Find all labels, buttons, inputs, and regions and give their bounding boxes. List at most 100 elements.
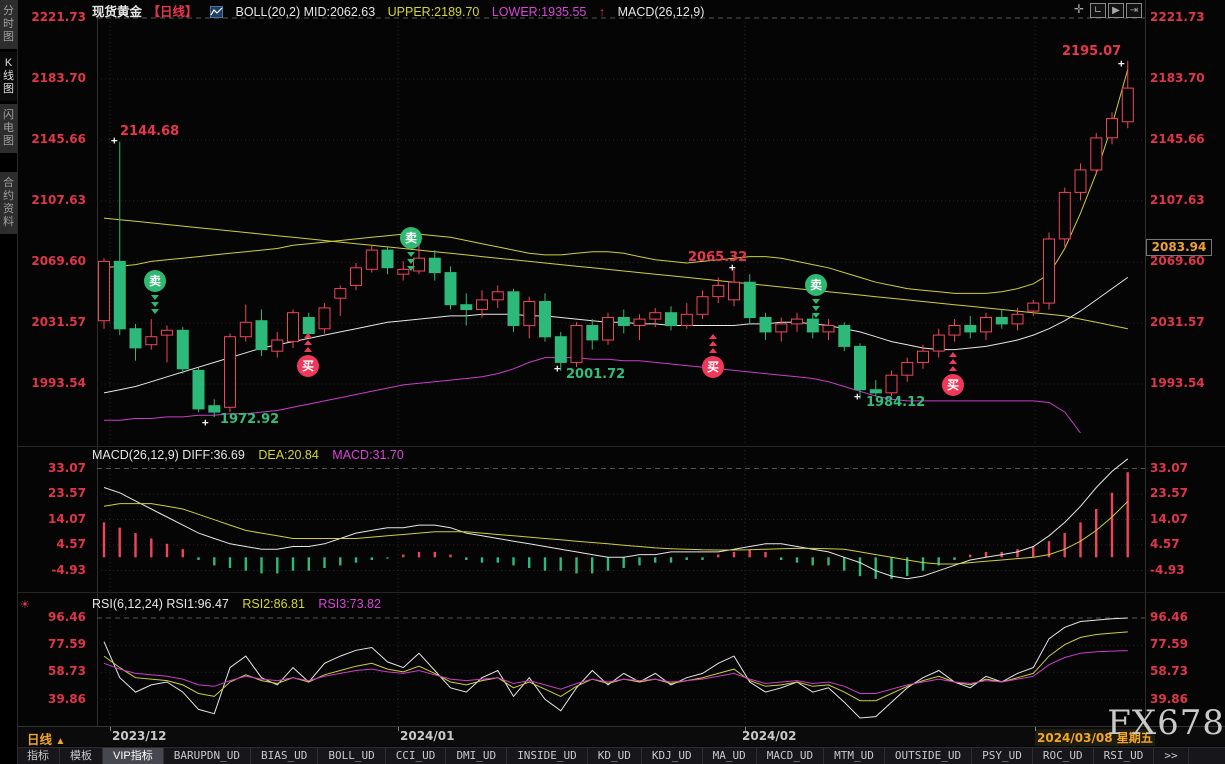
toolbar-item-MTM_UD[interactable]: MTM_UD: [824, 748, 885, 764]
axis-price-label: 1993.54: [31, 376, 86, 390]
date-axis: 日线 ▲ 2023/12 2024/01 2024/02 2024/03/08 星期五: [17, 727, 1225, 748]
up-arrow-icon: ↑: [598, 5, 606, 19]
axis-price-label: 4.57: [1150, 537, 1180, 551]
buy-signal-marker: 买: [702, 356, 724, 378]
toolbar-item-RSI_UD[interactable]: RSI_UD: [1094, 748, 1155, 764]
extreme-point-cross: +: [854, 390, 861, 403]
up-arrow-icon: [304, 333, 312, 338]
toolbar-item-指标[interactable]: 指标: [17, 748, 60, 764]
toolbar-item-VIP指标[interactable]: VIP指标: [103, 748, 164, 764]
macd-dea-value: DEA:20.84: [258, 448, 319, 462]
axis-price-label: 39.86: [48, 691, 86, 706]
axis-price-label: -4.93: [51, 562, 86, 577]
rsi1-line: [103, 617, 1128, 719]
playback-icon[interactable]: ▶: [1108, 3, 1124, 18]
toolbar-item-OUTSIDE_UD[interactable]: OUTSIDE_UD: [885, 748, 973, 764]
toolbar-item-模板[interactable]: 模板: [60, 748, 103, 764]
axis-price-label: 58.73: [48, 664, 86, 679]
period-selector[interactable]: 日线 ▲: [27, 729, 65, 748]
toolbar-item-BARUPDN_UD[interactable]: BARUPDN_UD: [164, 748, 251, 764]
sell-signal-marker: 卖: [805, 274, 827, 296]
axis-price-label: 23.57: [48, 486, 86, 500]
down-arrow-icon: [407, 266, 415, 271]
down-arrow-icon: [151, 309, 159, 314]
indicator-toolbar: 指标 模板 VIP指标 BARUPDN_UD BIAS_UD BOLL_UD CCI_UD D…: [17, 747, 1225, 764]
axis-tick: [110, 727, 111, 731]
toolbar-item-ROC_UD[interactable]: ROC_UD: [1033, 748, 1094, 764]
panel-divider: [17, 446, 1225, 447]
down-arrow-icon: [407, 252, 415, 257]
sell-signal-marker: 卖: [400, 227, 422, 249]
toolbar-item-INSIDE_UD[interactable]: INSIDE_UD: [507, 748, 588, 764]
axis-price-label: 2031.57: [31, 315, 86, 329]
up-arrow-icon: [709, 348, 717, 353]
up-arrow-icon: [709, 334, 717, 339]
toolbar-item-PSY_UD[interactable]: PSY_UD: [972, 748, 1033, 764]
buy-signal-marker: 买: [942, 374, 964, 396]
collapse-panel-icon[interactable]: ⇥: [1126, 3, 1142, 18]
axis-price-label: 77.59: [48, 637, 86, 652]
extreme-point-cross: +: [729, 261, 736, 274]
boll-upper-value: UPPER:2189.70: [387, 5, 480, 19]
toolbar-item-MA_UD[interactable]: MA_UD: [703, 748, 757, 764]
down-arrow-icon: [812, 306, 820, 311]
toolbar-item->>[interactable]: >>: [1154, 748, 1189, 764]
date-label: 2024/03/08 星期五: [1035, 729, 1155, 746]
toolbar-item-DMI_UD[interactable]: DMI_UD: [446, 748, 508, 764]
indicator-chart-icon[interactable]: [209, 5, 224, 19]
sidebar-tab-2[interactable]: K 线 图: [0, 52, 17, 101]
macd-histogram: [102, 472, 1129, 579]
extreme-point-cross: +: [202, 416, 209, 429]
up-arrow-icon: [304, 347, 312, 352]
current-price-badge: 2083.94: [1146, 239, 1212, 256]
date-label: 2024/01: [400, 729, 455, 743]
toolbar-item-CCI_UD[interactable]: CCI_UD: [386, 748, 447, 764]
left-tab-strip: 分 时 图 K 线 图闪 电 图合 约 资 料: [0, 0, 17, 764]
toolbar-item-KDJ_UD[interactable]: KDJ_UD: [642, 748, 703, 764]
macd-panel-header: MACD(26,12,9) DIFF:36.69 DEA:20.84 MACD:…: [92, 448, 414, 462]
axis-price-label: 58.73: [1150, 664, 1188, 679]
boll-lower-value: LOWER:1935.55: [491, 5, 587, 19]
toolbar-item-KD_UD[interactable]: KD_UD: [588, 748, 642, 764]
axis-price-label: 2107.63: [1150, 193, 1205, 207]
panel-divider: [17, 592, 1225, 593]
sidebar-tab-4[interactable]: 合 约 资 料: [0, 172, 17, 234]
rsi1-value: RSI(6,12,24) RSI1:96.47: [92, 597, 229, 611]
toolbar-item-BOLL_UD[interactable]: BOLL_UD: [318, 748, 386, 764]
period-selector-label: 日线: [27, 733, 53, 747]
crosshair-icon[interactable]: ✛: [1073, 2, 1085, 16]
toolbar-item-BIAS_UD[interactable]: BIAS_UD: [251, 748, 319, 764]
toolbar-item-MACD_UD[interactable]: MACD_UD: [757, 748, 825, 764]
plot-right-border: [1145, 0, 1146, 726]
axis-price-label: 14.07: [1150, 511, 1188, 526]
axis-price-label: 14.07: [48, 511, 86, 526]
macd-diff-line: [103, 458, 1129, 580]
sell-signal-marker: 卖: [144, 270, 166, 292]
up-arrow-icon: [949, 352, 957, 357]
rsi2-value: RSI2:86.81: [242, 597, 305, 611]
axis-price-label: 4.57: [56, 537, 86, 551]
sidebar-tab-3[interactable]: 闪 电 图: [0, 104, 17, 153]
price-annotation: 2144.68: [120, 124, 180, 139]
macd-dea-line: [103, 500, 1129, 565]
macd-indicator-label: MACD(26,12,9): [617, 5, 705, 19]
chart-header: 现货黄金 【日线】 BOLL(20,2) MID:2062.63 UPPER:2…: [92, 1, 713, 19]
axis-price-label: 2069.60: [1150, 254, 1205, 268]
axis-price-label: 2221.73: [31, 10, 86, 24]
axis-price-label: 2145.66: [1150, 132, 1205, 146]
period-arrow-icon: ▲: [55, 736, 66, 747]
candlestick-series: [98, 60, 1134, 418]
sidebar-tab-1[interactable]: 分 时 图: [0, 0, 17, 49]
date-label: 2023/12: [112, 729, 167, 743]
axis-price-label: 39.86: [1150, 691, 1188, 706]
period-tag: 【日线】: [147, 5, 198, 19]
macd-macd-value: MACD:31.70: [332, 448, 404, 462]
axis-tick: [398, 727, 399, 731]
scale-axis-icon[interactable]: ∟: [1090, 3, 1106, 18]
rsi2-line: [103, 631, 1128, 702]
rsi3-value: RSI3:73.82: [318, 597, 381, 611]
axis-price-label: 2107.63: [31, 193, 86, 207]
axis-price-label: 2031.57: [1150, 315, 1205, 329]
